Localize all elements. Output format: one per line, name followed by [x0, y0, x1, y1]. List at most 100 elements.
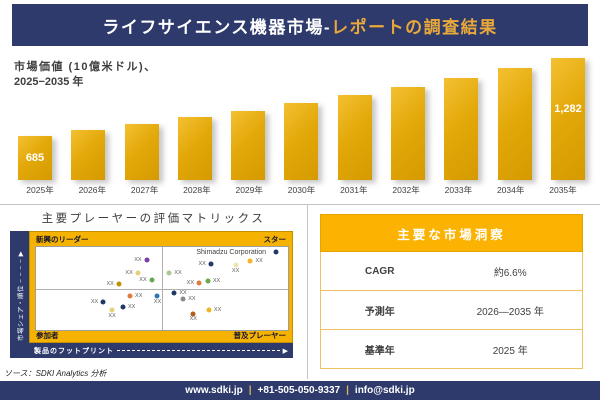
chart-title-line2: 2025−2035 年: [14, 76, 84, 89]
bar-data-label: 1,282: [554, 103, 582, 115]
bar-column: [124, 124, 159, 180]
scatter-point-label: XX: [198, 261, 206, 268]
scatter-point-label: XX: [255, 258, 263, 265]
scatter-point: [144, 257, 150, 263]
scatter-point: [273, 249, 279, 255]
chart-bar: [337, 95, 372, 180]
scatter-point-label: XX: [212, 277, 221, 284]
x-axis-label: 2035年: [549, 185, 577, 195]
scatter-point-label: XX: [108, 313, 116, 320]
matrix-x-axis-label: 製品のフットプリント: [34, 347, 114, 355]
matrix-y-axis-dashes: − − − −: [17, 258, 25, 283]
scatter-point-label: XX: [135, 293, 143, 300]
scatter-point: [233, 262, 239, 268]
scatter-point-label: XX: [174, 269, 182, 276]
horizontal-divider: [0, 204, 600, 205]
scatter-point-label: XX: [127, 304, 136, 311]
footer-phone: +81-505-050-9337: [257, 385, 341, 396]
chart-title: 市場価値 (10億米ドル)、 2025−2035 年: [14, 60, 157, 91]
x-axis-label: 2032年: [392, 185, 420, 195]
bar-chart-x-axis: 2025年 2026年 2027年 2028年 2029年 2030年 2031年 2032年…: [18, 184, 585, 196]
quadrant-divider-horizontal: [36, 288, 288, 290]
scatter-point-label: XX: [188, 296, 196, 303]
x-axis-label: 2029年: [235, 185, 263, 195]
scatter-point: [171, 290, 177, 296]
scatter-point: [120, 304, 126, 310]
bar-column: [231, 110, 266, 180]
matrix-x-axis-bar: 製品のフットプリント ▶: [10, 343, 293, 358]
chart-bar: [177, 117, 212, 180]
insights-row-value: 2026—2035 年: [476, 306, 544, 318]
quadrant-label-pervasive-players: 普及プレーヤー: [233, 331, 287, 340]
scatter-point-label: XX: [213, 307, 222, 314]
chart-bar: [497, 68, 532, 180]
matrix-plot-frame: 新興のリーダー スター 参加者 普及プレーヤー Shimadzu Corpora…: [29, 231, 293, 343]
footer-email: info@sdki.jp: [354, 385, 415, 396]
table-row: 基準年 2025 年: [320, 330, 583, 369]
bar-column: [337, 95, 372, 180]
chart-bar: [444, 77, 479, 180]
scatter-point: [180, 296, 186, 302]
bar-column: [71, 130, 106, 180]
source-note: ソース：SDKI Analytics 分析: [4, 369, 107, 378]
quadrant-label-emerging-leaders: 新興のリーダー: [36, 235, 89, 244]
scatter-point: [149, 277, 155, 283]
footer-separator: |: [248, 385, 252, 396]
insights-row-value: 2025 年: [492, 345, 528, 357]
scatter-point: [135, 270, 141, 276]
footer-website: www.sdki.jp: [185, 385, 243, 396]
bar-column: [444, 77, 479, 180]
x-axis-label: 2026年: [78, 185, 106, 195]
scatter-point: [127, 293, 133, 299]
x-axis-label: 2028年: [183, 185, 211, 195]
scatter-point-label: XX: [106, 280, 114, 287]
contact-footer: www.sdki.jp | +81-505-050-9337 | info@sd…: [0, 381, 600, 400]
bar-column: [284, 103, 319, 180]
table-row: 予測年 2026—2035 年: [320, 291, 583, 330]
bar-column: 685: [18, 136, 52, 180]
chart-bar: [71, 130, 106, 180]
chart-title-line1: 市場価値 (10億米ドル)、: [14, 61, 157, 73]
quadrant-label-stars: スター: [263, 235, 287, 244]
x-axis-label: 2031年: [340, 185, 368, 195]
scatter-point-label: XX: [186, 279, 194, 286]
scatter-point: [196, 280, 202, 286]
matrix-y-axis: 市場シェア・順位 − − − − ▶: [15, 233, 25, 360]
page-title-bar: ライフサイエンス機器市場- レポートの調査結果: [12, 4, 588, 46]
scatter-point: [208, 261, 214, 267]
scatter-point-label: XX: [153, 299, 162, 306]
bar-column: [497, 68, 532, 180]
scatter-point: [247, 258, 253, 264]
page-title-accent: レポートの調査結果: [331, 17, 498, 37]
insights-row-label: 予測年: [364, 306, 395, 318]
scatter-point: [100, 299, 106, 305]
bar-chart: 685 1,282: [18, 58, 585, 180]
insights-row-label: 基準年: [364, 345, 395, 357]
highlighted-company-label: Shimadzu Corporation: [196, 249, 266, 256]
market-insights-table: 主要な市場洞察 CAGR 約6.6% 予測年 2026—2035 年 基準年 2…: [320, 214, 583, 369]
table-row: CAGR 約6.6%: [320, 252, 583, 291]
scatter-point-label: XX: [139, 276, 147, 283]
chart-bar: [391, 86, 426, 180]
scatter-point-label: XX: [179, 290, 187, 297]
scatter-point: [166, 270, 172, 276]
scatter-point: [154, 293, 160, 299]
x-axis-label: 2030年: [287, 185, 316, 195]
x-axis-label: 2034年: [496, 185, 525, 195]
scatter-point: [109, 307, 115, 313]
x-axis-label: 2025年: [26, 185, 54, 195]
scatter-point-label: XX: [90, 299, 99, 306]
bar-column: 1,282: [550, 58, 585, 180]
footer-separator: |: [346, 385, 349, 396]
matrix-scatter-area: Shimadzu Corporation XX XX XX XX XX XX XX XX XX X…: [35, 246, 289, 331]
matrix-y-axis-label: 市場シェア・順位: [17, 285, 25, 342]
vertical-divider: [307, 204, 308, 379]
up-arrow-icon: ▶: [17, 250, 25, 257]
scatter-point-label: XX: [231, 268, 240, 275]
scatter-point-label: XX: [134, 257, 142, 264]
matrix-y-axis-bar: 市場シェア・順位 − − − − ▶: [10, 231, 29, 358]
scatter-point: [205, 278, 211, 284]
insights-row-label: CAGR: [364, 265, 395, 277]
bar-data-label: 685: [25, 152, 45, 164]
